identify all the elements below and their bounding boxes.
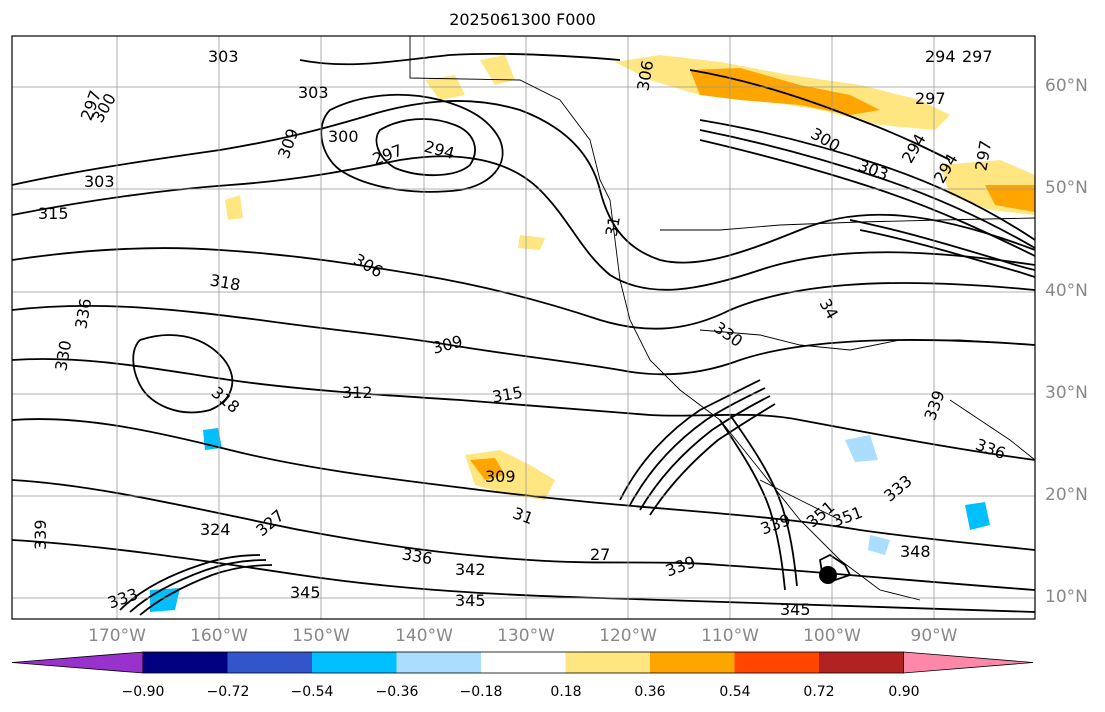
- colorbar-segment: [481, 652, 566, 673]
- lon-label: 120°W: [599, 626, 657, 646]
- lat-label: 30°N: [1045, 383, 1088, 403]
- colorbar-tick-label: 0.36: [634, 684, 666, 700]
- colorbar-segment: [650, 652, 735, 673]
- contour-label: 294: [925, 47, 956, 66]
- lat-label: 50°N: [1045, 178, 1088, 198]
- contour-label: 297: [962, 47, 993, 66]
- colorbar-tick-label: 0.90: [888, 684, 920, 700]
- coastlines: [409, 36, 1035, 601]
- contour-label: 297: [915, 89, 946, 108]
- grid-lines: [12, 36, 1035, 619]
- map-title: 2025061300 F000: [449, 10, 596, 29]
- colorbar-tick-label: −0.72: [206, 684, 250, 700]
- lat-label: 20°N: [1045, 485, 1088, 505]
- colorbar-segment: [734, 652, 820, 673]
- lat-label: 60°N: [1045, 76, 1088, 96]
- shade-yellow-2: [425, 75, 465, 100]
- lon-label: 90°W: [910, 626, 958, 646]
- contour-label: 315: [38, 204, 69, 223]
- lon-label: 100°W: [803, 626, 861, 646]
- contour-label: 345: [780, 600, 811, 619]
- map-background: [12, 36, 1035, 619]
- lon-label: 130°W: [497, 626, 555, 646]
- colorbar-segment: [227, 652, 313, 673]
- colorbar-extension-right: [903, 651, 1034, 674]
- contour-label: 324: [200, 520, 231, 539]
- colorbar-extension-left: [11, 651, 144, 674]
- colorbar-tick-label: −0.18: [459, 684, 503, 700]
- colorbar-frame: [142, 651, 904, 674]
- shade-blue-2: [965, 502, 990, 530]
- colorbar-segment: [565, 652, 651, 673]
- colorbar-tick-label: 0.72: [803, 684, 835, 700]
- contour-label: 312: [342, 383, 373, 402]
- contour-label: 31: [602, 215, 624, 238]
- contour-label: 345: [455, 591, 486, 610]
- station-marker: [819, 566, 837, 584]
- lon-label: 170°W: [88, 626, 146, 646]
- colorbar-tick-label: −0.90: [121, 684, 165, 700]
- contour-label: 348: [900, 542, 931, 561]
- lon-label: 150°W: [292, 626, 350, 646]
- colorbar-tick-label: 0.54: [719, 684, 751, 700]
- colorbar-tick-label: 0.18: [550, 684, 582, 700]
- map-frame: [11, 35, 1036, 620]
- contour-label: 27: [590, 545, 610, 564]
- lat-label: 40°N: [1045, 281, 1088, 301]
- shade-yellow-1: [480, 55, 515, 85]
- shade-yellow-4: [518, 235, 545, 250]
- colorbar-segment: [396, 652, 482, 673]
- lon-label: 110°W: [701, 626, 759, 646]
- shade-yellow-3: [225, 195, 243, 220]
- shade-orange-central-core: [470, 458, 505, 480]
- contour-label: 345: [290, 583, 321, 602]
- contour-label: 303: [298, 83, 329, 102]
- contour-label: 303: [84, 172, 115, 191]
- lon-label: 140°W: [395, 626, 453, 646]
- contour-label: 342: [455, 560, 486, 579]
- colorbar-tick-label: −0.54: [290, 684, 334, 700]
- shade-blue-4: [868, 535, 890, 555]
- lon-label: 160°W: [190, 626, 248, 646]
- colorbar-segment: [143, 652, 228, 673]
- colorbar: [11, 651, 1034, 674]
- contour-label: 309: [485, 467, 516, 486]
- contour-lines: [12, 52, 1035, 616]
- shade-orange-northeast-core: [985, 185, 1035, 212]
- shade-blue-3: [845, 435, 878, 462]
- colorbar-segment: [819, 652, 904, 673]
- contour-label: 303: [208, 47, 239, 66]
- colorbar-tick-label: −0.36: [375, 684, 419, 700]
- colorbar-segment: [312, 652, 397, 673]
- contour-label: 300: [328, 127, 359, 146]
- lat-label: 10°N: [1045, 587, 1088, 607]
- contour-label: 339: [31, 519, 50, 550]
